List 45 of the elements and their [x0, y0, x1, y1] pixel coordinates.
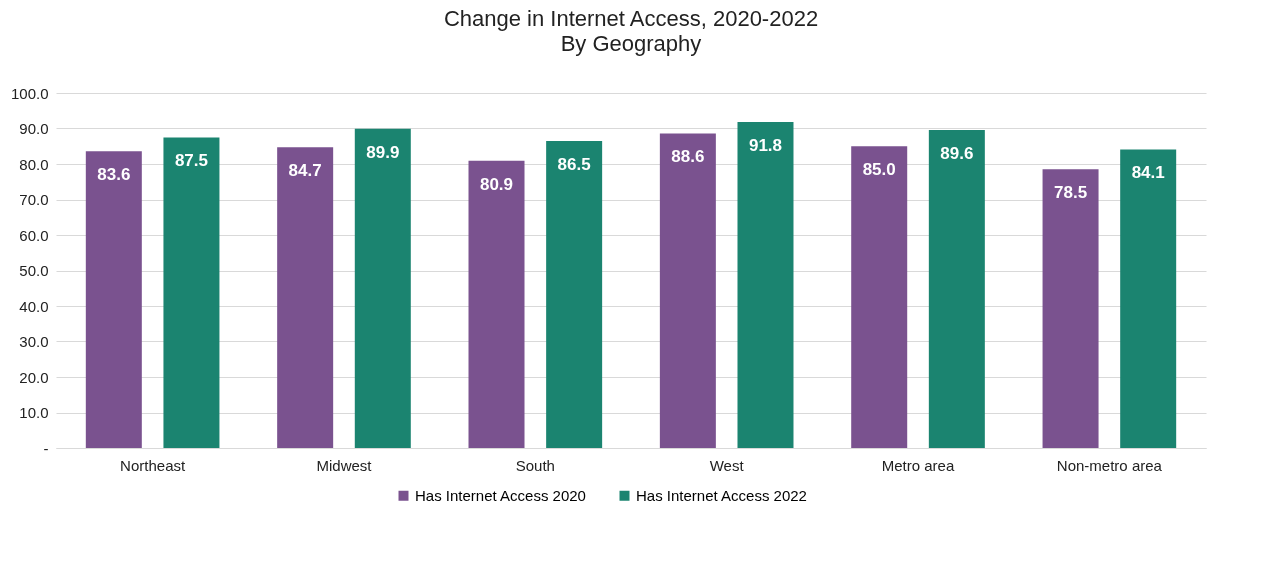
- chart-subtitle: By Geography: [560, 31, 702, 56]
- bar: [1042, 169, 1099, 448]
- x-tick-label: South: [515, 456, 555, 474]
- bar: [737, 122, 794, 448]
- legend-label: Has Internet Access 2022: [636, 486, 807, 504]
- data-label: 80.9: [479, 174, 514, 194]
- bar: [354, 128, 411, 448]
- bar: [1120, 149, 1177, 448]
- data-label: 84.1: [1131, 163, 1165, 183]
- y-tick-label: 30.0: [19, 333, 49, 350]
- data-label: 85.0: [862, 160, 896, 180]
- y-tick-label: 60.0: [19, 226, 49, 244]
- y-tick-label: 10.0: [19, 404, 49, 421]
- bar: [546, 140, 603, 448]
- data-label: 89.9: [366, 142, 400, 162]
- legend-label: Has Internet Access 2020: [415, 486, 586, 504]
- x-tick-label: Metro area: [881, 456, 955, 474]
- data-label: 78.5: [1054, 183, 1088, 203]
- data-label: 84.7: [288, 161, 322, 181]
- y-tick-label: 90.0: [19, 120, 49, 137]
- data-label: 88.6: [671, 147, 705, 167]
- bar: [163, 137, 220, 448]
- y-tick-label: 50.0: [19, 262, 49, 279]
- data-label: 87.5: [174, 151, 208, 171]
- bar: [851, 146, 908, 448]
- y-tick-label: 100.0: [10, 84, 49, 102]
- data-label: 91.8: [748, 136, 783, 156]
- x-tick-label: Northeast: [120, 456, 186, 474]
- chart-title: Change in Internet Access, 2020-2022: [443, 6, 819, 31]
- y-tick-label: 80.0: [19, 155, 49, 173]
- bar: [928, 129, 985, 448]
- data-label: 86.5: [557, 154, 591, 174]
- x-tick-label: Non-metro area: [1056, 456, 1163, 474]
- y-tick-label: 40.0: [19, 297, 49, 315]
- x-tick-label: West: [709, 456, 745, 474]
- data-label: 89.6: [940, 143, 974, 163]
- y-tick-label: -: [43, 439, 49, 457]
- y-tick-label: 70.0: [19, 191, 49, 208]
- bar: [659, 133, 716, 448]
- y-tick-label: 20.0: [19, 368, 49, 386]
- bar: [468, 160, 525, 448]
- bar: [277, 147, 334, 448]
- bar: [85, 151, 142, 448]
- x-tick-label: Midwest: [316, 456, 373, 474]
- data-label: 83.6: [97, 165, 131, 185]
